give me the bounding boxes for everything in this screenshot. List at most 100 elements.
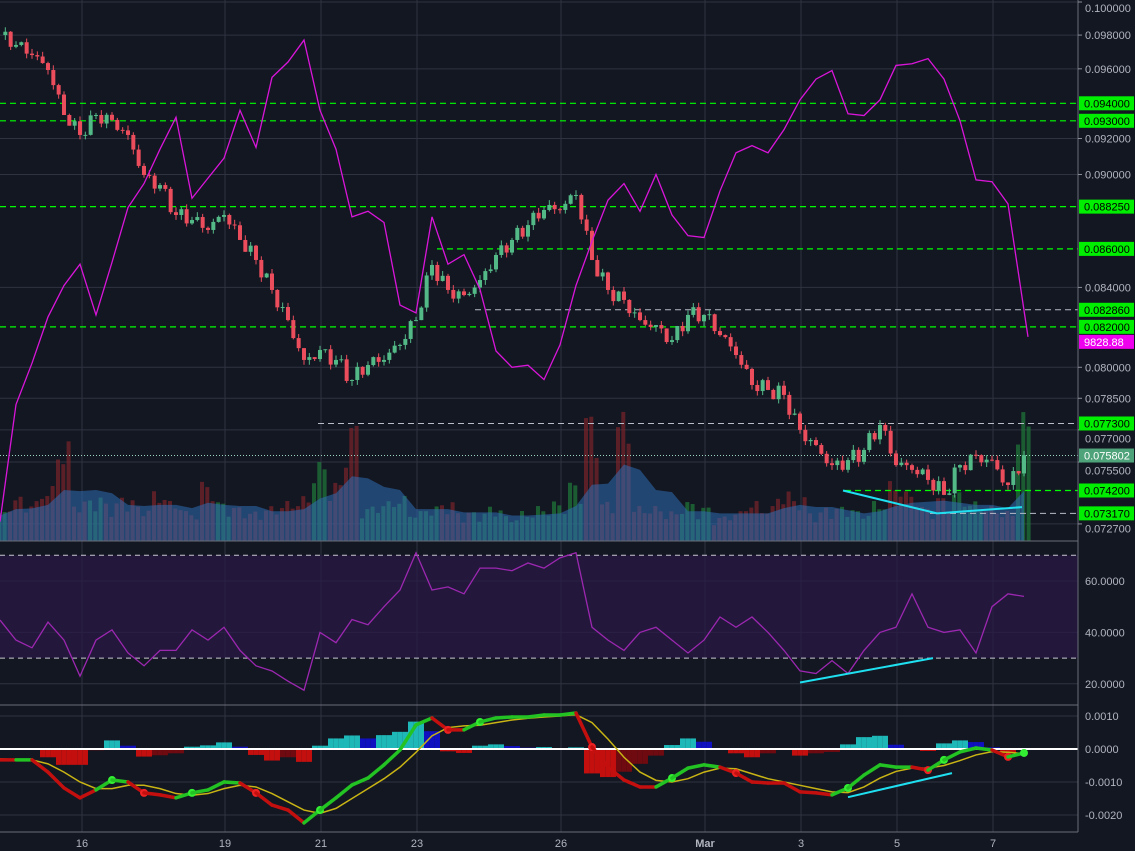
macd-histogram-bar — [701, 741, 707, 749]
macd-histogram-bar — [696, 741, 702, 749]
macd-histogram-bar — [1010, 749, 1016, 754]
overlay-value-badge-background — [1079, 334, 1134, 349]
rsi-tick-label: 40.0000 — [1085, 627, 1125, 639]
candle-down — [627, 299, 632, 314]
macd-histogram-bar — [760, 749, 766, 754]
candle-down — [883, 424, 888, 431]
candle-down — [120, 129, 125, 131]
candle-down — [979, 455, 984, 463]
macd-histogram-bar — [386, 735, 392, 749]
candle-up — [707, 314, 712, 316]
macd-histogram-bar — [392, 731, 398, 749]
macd-histogram-bar — [413, 721, 419, 749]
candle-up — [653, 325, 658, 327]
candle-up — [1021, 455, 1026, 474]
rsi-panel[interactable] — [0, 551, 1078, 692]
macd-histogram-bar — [493, 744, 499, 749]
macd-line-segment — [286, 808, 306, 825]
candle-up — [685, 314, 690, 332]
macd-histogram-bar — [45, 749, 51, 758]
level-price-badge-background — [1079, 199, 1134, 214]
macd-histogram-bar — [893, 744, 899, 749]
macd-line-segment — [206, 780, 226, 792]
candle-down — [819, 445, 824, 454]
macd-histogram-bar — [461, 749, 467, 753]
candle-down — [77, 121, 82, 135]
candle-down — [56, 85, 61, 95]
trendlines[interactable] — [799, 489, 1023, 799]
macd-line-segment — [350, 776, 370, 787]
candle-up — [392, 345, 397, 353]
macd-histogram-bar — [594, 749, 600, 774]
candle-down — [275, 289, 280, 308]
macd-histogram-bar — [456, 749, 462, 753]
macd-histogram-bar — [674, 745, 680, 749]
macd-histogram-bar — [621, 749, 627, 772]
candle-down — [131, 134, 136, 150]
macd-histogram-bar — [397, 731, 403, 749]
candle-down — [712, 314, 717, 332]
candle-up — [483, 271, 488, 281]
macd-line-segment — [158, 793, 178, 800]
candle-down — [8, 31, 13, 47]
candle-down — [925, 469, 930, 480]
candle-up — [93, 114, 98, 116]
candle-down — [269, 273, 274, 290]
macd-histogram-bar — [616, 749, 622, 772]
level-price-badge-background — [1079, 96, 1134, 111]
macd-histogram-bar — [749, 749, 755, 758]
macd-line-segment — [622, 778, 642, 789]
macd-histogram-bar — [312, 745, 318, 749]
macd-line-segment — [254, 791, 274, 807]
macd-histogram-bar — [861, 737, 867, 749]
candle-down — [24, 42, 29, 54]
candle-down — [797, 413, 802, 430]
candle-up — [339, 359, 344, 361]
candle-down — [504, 245, 509, 253]
macd-panel[interactable] — [0, 540, 1078, 825]
macd-line-segment — [846, 773, 866, 790]
candle-up — [600, 272, 605, 277]
rsi-tick-label: 20.0000 — [1085, 679, 1125, 691]
macd-histogram-bar — [584, 749, 590, 774]
level-price-badge-background — [1079, 302, 1134, 317]
candle-up — [845, 460, 850, 470]
macd-line-segment — [494, 715, 514, 720]
candle-up — [867, 433, 872, 450]
candle-up — [323, 349, 328, 351]
macd-histogram-bar — [632, 749, 638, 764]
candle-up — [488, 269, 493, 272]
macd-histogram-bar — [434, 731, 440, 749]
macd-histogram-bar — [146, 749, 152, 757]
candle-down — [605, 272, 610, 290]
candle-down — [328, 349, 333, 365]
candle-up — [477, 280, 482, 288]
macd-line-segment — [974, 746, 994, 752]
macd-histogram-bar — [317, 745, 323, 749]
macd-histogram-bar — [829, 749, 835, 752]
candle-down — [227, 214, 232, 225]
candle-down — [232, 224, 237, 226]
candle-down — [893, 453, 898, 466]
current-price-badge-background — [1079, 448, 1134, 463]
macd-histogram-bar — [301, 749, 307, 762]
level-price-badge-background — [1079, 483, 1134, 498]
candle-up — [835, 460, 840, 466]
macd-histogram-bar — [157, 749, 163, 756]
candle-up — [776, 385, 781, 400]
macd-histogram-bar — [653, 749, 659, 756]
candle-up — [408, 321, 413, 339]
macd-histogram-bar — [936, 743, 942, 749]
candle-down — [152, 175, 157, 189]
macd-line-segment — [606, 765, 626, 782]
macd-line-segment — [62, 786, 82, 800]
candle-up — [429, 264, 434, 276]
macd-histogram-bar — [440, 749, 446, 752]
candle-up — [541, 209, 546, 219]
macd-histogram-bar — [610, 749, 616, 778]
time-tick-label: 7 — [990, 838, 996, 850]
time-tick-label: 19 — [219, 838, 231, 850]
